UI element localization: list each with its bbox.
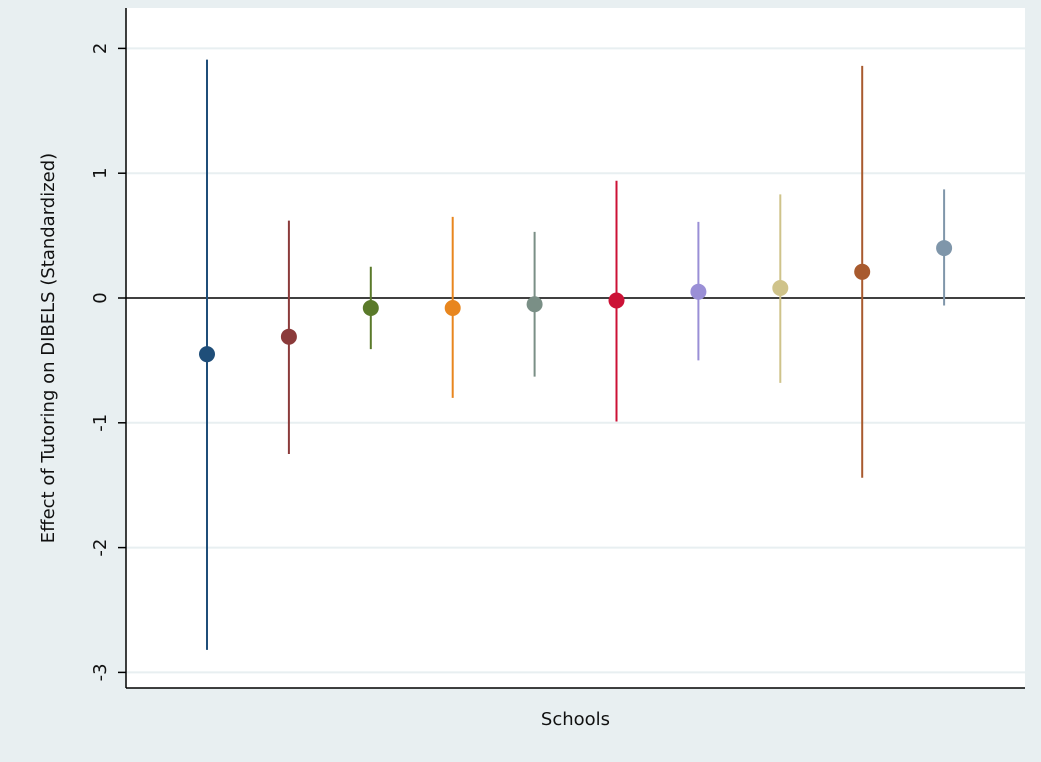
y-ticks: -3 -2 -1 0 1 2: [90, 43, 126, 681]
data-point: [690, 283, 707, 300]
plot-area: [126, 8, 1025, 688]
y-axis-title: Effect of Tutoring on DIBELS (Standardiz…: [38, 153, 59, 543]
data-point: [772, 280, 789, 297]
y-tick-label: -3: [90, 663, 111, 681]
data-point: [362, 299, 379, 316]
data-point: [444, 299, 461, 316]
y-tick-label: 0: [90, 292, 111, 303]
grid: [126, 47, 1025, 674]
y-tick-label: -1: [90, 414, 111, 432]
data-point: [936, 240, 953, 257]
data-point: [608, 292, 625, 309]
x-axis-title: Schools: [541, 709, 610, 730]
y-tick-label: -2: [90, 539, 111, 557]
data-point: [280, 328, 297, 345]
data-point: [199, 346, 215, 363]
y-tick-label: 1: [90, 167, 111, 178]
data-point: [854, 263, 871, 280]
data-point: [526, 296, 543, 313]
marks: [199, 59, 953, 650]
y-tick-label: 2: [90, 43, 111, 54]
